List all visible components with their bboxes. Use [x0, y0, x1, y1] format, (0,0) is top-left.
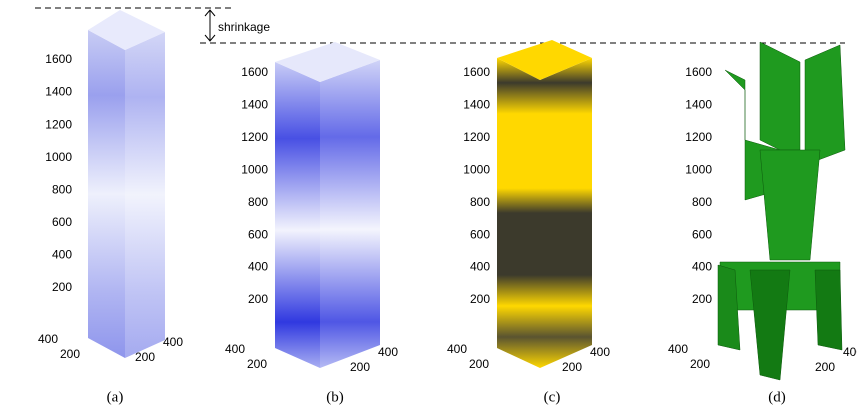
panel-label: (c)	[544, 389, 561, 405]
y-tick-label: 200	[135, 350, 155, 364]
y-tick-label: 400	[590, 345, 610, 359]
y-tick-label: 400	[163, 335, 183, 349]
y-tick-label: 200	[350, 360, 370, 374]
prism-d	[717, 41, 846, 381]
z-tick-label: 600	[248, 227, 268, 241]
x-tick-label: 400	[668, 342, 688, 356]
z-tick-label: 600	[470, 227, 490, 241]
z-tick-label: 1200	[685, 130, 712, 144]
x-tick-label: 400	[38, 332, 58, 346]
z-tick-label: 800	[52, 182, 72, 196]
prism-a	[88, 10, 165, 358]
z-tick-label: 200	[248, 292, 268, 306]
prism-c	[497, 40, 592, 368]
z-tick-label: 800	[470, 195, 490, 209]
z-tick-label: 1000	[463, 162, 490, 176]
z-tick-label: 400	[692, 260, 712, 274]
z-tick-label: 1000	[241, 162, 268, 176]
y-tick-label: 400	[378, 345, 398, 359]
arrow-heads	[204, 9, 216, 42]
z-tick-label: 1400	[463, 98, 490, 112]
z-tick-label: 1600	[45, 52, 72, 66]
prism-b	[275, 42, 380, 368]
z-tick-label: 200	[692, 292, 712, 306]
z-tick-label: 200	[52, 280, 72, 294]
annotation: shrinkage	[218, 20, 270, 34]
z-tick-label: 1000	[685, 162, 712, 176]
x-tick-label: 200	[690, 357, 710, 371]
y-tick-label: 200	[562, 360, 582, 374]
x-tick-label: 200	[469, 357, 489, 371]
z-tick-label: 600	[692, 227, 712, 241]
z-tick-label: 400	[470, 260, 490, 274]
z-tick-label: 1200	[45, 117, 72, 131]
x-tick-label: 400	[225, 342, 245, 356]
z-tick-label: 1400	[685, 98, 712, 112]
z-tick-label: 1200	[241, 130, 268, 144]
z-tick-label: 400	[248, 260, 268, 274]
z-tick-label: 1400	[45, 85, 72, 99]
x-tick-label: 200	[247, 357, 267, 371]
z-tick-label: 1600	[241, 65, 268, 79]
z-tick-label: 1000	[45, 150, 72, 164]
y-tick-label: 400	[843, 345, 857, 359]
z-tick-label: 200	[470, 292, 490, 306]
x-tick-label: 200	[60, 347, 80, 361]
y-tick-label: 200	[815, 360, 835, 374]
z-tick-label: 1400	[241, 98, 268, 112]
z-tick-label: 1200	[463, 130, 490, 144]
z-tick-label: 800	[248, 195, 268, 209]
z-tick-label: 400	[52, 248, 72, 262]
z-tick-label: 1600	[463, 65, 490, 79]
z-tick-label: 600	[52, 215, 72, 229]
x-tick-label: 400	[447, 342, 467, 356]
z-tick-label: 1600	[685, 65, 712, 79]
panel-label: (d)	[768, 389, 786, 405]
panel-label: (b)	[326, 389, 344, 405]
z-tick-label: 800	[692, 195, 712, 209]
panel-label: (a)	[107, 389, 124, 405]
